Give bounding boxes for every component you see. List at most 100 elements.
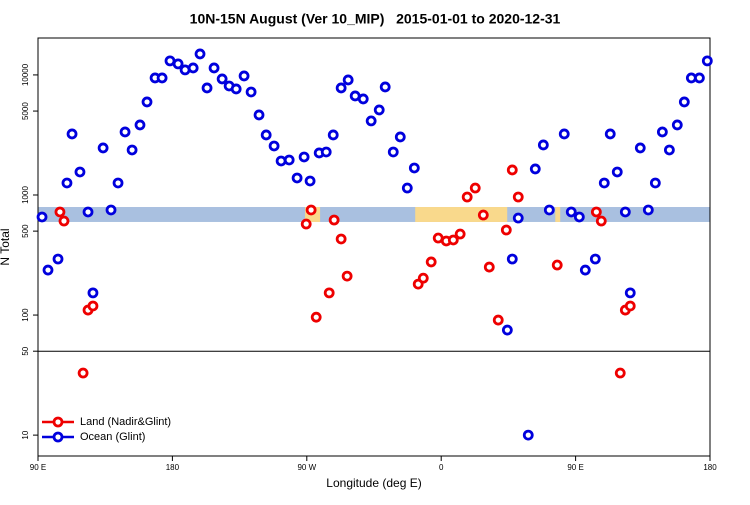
- legend-marker: [52, 416, 64, 428]
- point: [693, 72, 705, 84]
- plot-frame: [37, 37, 711, 457]
- point: [537, 139, 549, 151]
- x-tick-label: 180: [703, 463, 717, 472]
- point: [36, 211, 48, 223]
- point: [373, 104, 385, 116]
- point: [201, 82, 213, 94]
- point: [701, 55, 713, 67]
- band-highlight: [415, 207, 508, 222]
- point: [656, 126, 668, 138]
- y-axis-label: N Total: [0, 228, 12, 265]
- point: [335, 82, 347, 94]
- point: [506, 253, 518, 265]
- point: [341, 270, 353, 282]
- point: [141, 96, 153, 108]
- y-tick-label: 10: [21, 430, 30, 439]
- legend-label: Land (Nadir&Glint): [80, 416, 171, 428]
- point: [298, 151, 310, 163]
- point: [379, 81, 391, 93]
- point: [512, 191, 524, 203]
- legend-marker: [52, 431, 64, 443]
- legend-label: Ocean (Glint): [80, 431, 145, 443]
- point: [357, 93, 369, 105]
- point: [260, 129, 272, 141]
- point: [216, 73, 228, 85]
- point: [342, 74, 354, 86]
- x-tick-label: 90 W: [297, 463, 316, 472]
- x-tick-label: 90 E: [30, 463, 46, 472]
- point: [595, 215, 607, 227]
- point: [408, 162, 420, 174]
- y-tick-label: 1000: [21, 186, 30, 204]
- point: [245, 86, 257, 98]
- x-axis-label: Longitude (deg E): [326, 476, 421, 490]
- point: [77, 367, 89, 379]
- point: [66, 128, 78, 140]
- point: [573, 211, 585, 223]
- point: [624, 300, 636, 312]
- point: [61, 177, 73, 189]
- y-tick-label: 50: [21, 346, 30, 355]
- y-tick-label: 10000: [21, 63, 30, 86]
- point: [387, 146, 399, 158]
- point: [619, 206, 631, 218]
- point: [74, 166, 86, 178]
- point: [87, 287, 99, 299]
- point: [156, 72, 168, 84]
- point: [590, 206, 602, 218]
- point: [565, 206, 577, 218]
- point: [253, 109, 265, 121]
- point: [320, 146, 332, 158]
- point: [268, 140, 280, 152]
- point: [522, 429, 534, 441]
- point: [501, 324, 513, 336]
- y-tick-label: 500: [21, 224, 30, 238]
- x-tick-label: 180: [166, 463, 180, 472]
- point: [87, 300, 99, 312]
- point: [310, 311, 322, 323]
- point: [649, 177, 661, 189]
- x-tick-label: 0: [439, 463, 444, 472]
- x-tick-label: 90 E: [567, 463, 583, 472]
- point: [119, 126, 131, 138]
- point: [112, 177, 124, 189]
- point: [54, 206, 66, 218]
- point: [579, 264, 591, 276]
- point: [425, 256, 437, 268]
- band: [38, 207, 710, 222]
- point: [529, 163, 541, 175]
- point: [394, 131, 406, 143]
- y-tick-label: 5000: [21, 102, 30, 120]
- point: [323, 287, 335, 299]
- point: [512, 212, 524, 224]
- point: [469, 182, 481, 194]
- point: [305, 204, 317, 216]
- point: [634, 142, 646, 154]
- point: [558, 128, 570, 140]
- point: [291, 172, 303, 184]
- point: [447, 234, 459, 246]
- point: [663, 144, 675, 156]
- point: [58, 215, 70, 227]
- point: [208, 62, 220, 74]
- point: [105, 204, 117, 216]
- point: [230, 83, 242, 95]
- point: [624, 287, 636, 299]
- point: [500, 224, 512, 236]
- point: [126, 144, 138, 156]
- point: [401, 182, 413, 194]
- point: [477, 209, 489, 221]
- point: [327, 129, 339, 141]
- point: [671, 119, 683, 131]
- point: [589, 253, 601, 265]
- point: [365, 115, 377, 127]
- point: [283, 154, 295, 166]
- point: [642, 204, 654, 216]
- point: [506, 164, 518, 176]
- point: [42, 264, 54, 276]
- point: [417, 272, 429, 284]
- chart-title: 10N-15N August (Ver 10_MIP) 2015-01-01 t…: [190, 11, 561, 27]
- point: [82, 206, 94, 218]
